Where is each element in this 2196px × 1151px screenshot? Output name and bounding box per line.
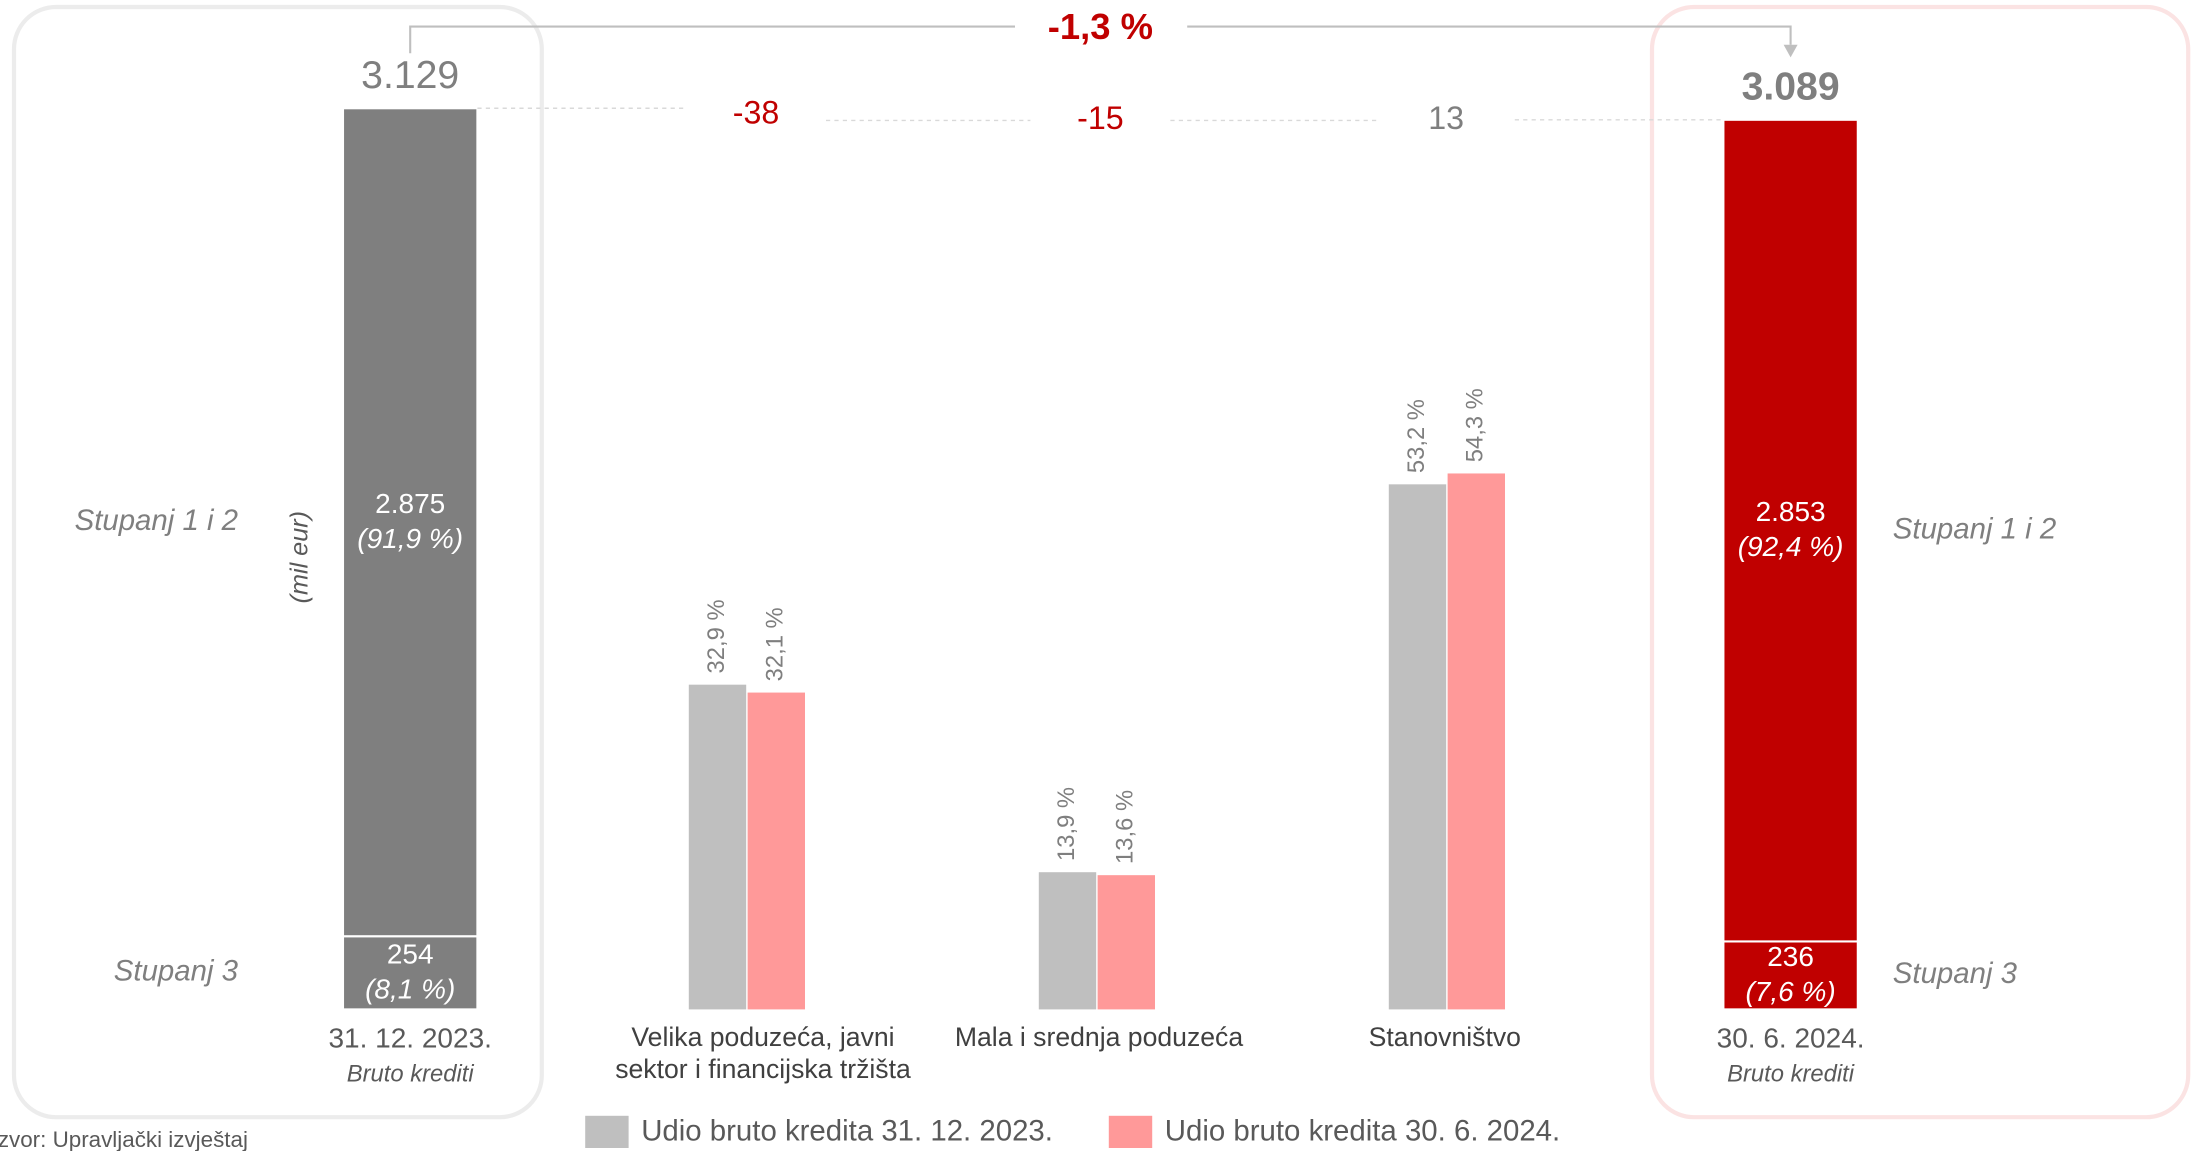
date-label: 31. 12. 2023. bbox=[328, 1023, 491, 1054]
category-label: Mala i srednja poduzeća bbox=[955, 1022, 1243, 1052]
stacked-segment bbox=[341, 935, 479, 1011]
stacked-segment bbox=[1722, 118, 1859, 943]
stacked-segment bbox=[341, 107, 479, 938]
legend-label: Udio bruto kredita 30. 6. 2024. bbox=[1165, 1114, 1560, 1147]
segment-share: (91,9 %) bbox=[357, 523, 463, 554]
change-label: -1,3 % bbox=[1048, 6, 1153, 47]
share-value-label: 13,6 % bbox=[1112, 790, 1139, 864]
bridge-delta: -38 bbox=[733, 94, 780, 130]
share-value-label: 53,2 % bbox=[1403, 399, 1430, 473]
bracket-left bbox=[409, 25, 1016, 54]
source: Izvor: Upravljački izvještaj bbox=[0, 1127, 248, 1151]
share-bar bbox=[1038, 872, 1097, 1010]
segment-share: (92,4 %) bbox=[1738, 531, 1844, 562]
segment-share: (8,1 %) bbox=[365, 973, 455, 1004]
segment-share: (7,6 %) bbox=[1745, 976, 1835, 1007]
total-label: 3.129 bbox=[361, 54, 459, 97]
share-bar bbox=[1447, 473, 1506, 1010]
legend-label: Udio bruto kredita 31. 12. 2023. bbox=[641, 1114, 1053, 1147]
legend-swatch bbox=[585, 1115, 629, 1149]
share-bar bbox=[747, 692, 806, 1010]
date-subtitle: Bruto krediti bbox=[1727, 1060, 1855, 1087]
bridge-delta: 13 bbox=[1428, 100, 1464, 136]
axis-label: (mil eur) bbox=[286, 511, 314, 603]
share-bar bbox=[688, 684, 747, 1010]
share-value-label: 32,1 % bbox=[762, 607, 789, 681]
segment-name: Stupanj 3 bbox=[114, 955, 239, 988]
right-frame bbox=[1649, 4, 2191, 1120]
bridge-delta: -15 bbox=[1077, 100, 1124, 136]
segment-value: 236 bbox=[1767, 941, 1814, 972]
segment-name: Stupanj 1 i 2 bbox=[75, 504, 238, 537]
category-label: Velika poduzeća, javni sektor i financijs… bbox=[615, 1022, 911, 1084]
share-bar bbox=[1097, 875, 1156, 1010]
legend-swatch bbox=[1108, 1115, 1153, 1149]
segment-value: 254 bbox=[387, 938, 434, 969]
left-frame bbox=[11, 4, 544, 1120]
share-value-label: 54,3 % bbox=[1462, 388, 1489, 462]
bracket-right bbox=[1187, 25, 1792, 45]
stacked-segment bbox=[1722, 940, 1859, 1011]
segment-name: Stupanj 1 i 2 bbox=[1893, 512, 2056, 545]
share-value-label: 13,9 % bbox=[1053, 787, 1080, 861]
segment-value: 2.853 bbox=[1756, 496, 1826, 527]
segment-name: Stupanj 3 bbox=[1893, 957, 2018, 990]
share-value-label: 32,9 % bbox=[703, 599, 730, 673]
total-label: 3.089 bbox=[1742, 65, 1840, 108]
share-bar bbox=[1388, 484, 1447, 1010]
bracket-arrow bbox=[1783, 44, 1798, 58]
date-label: 30. 6. 2024. bbox=[1717, 1023, 1865, 1054]
date-subtitle: Bruto krediti bbox=[347, 1060, 475, 1087]
segment-value: 2.875 bbox=[375, 488, 445, 519]
category-label: Stanovništvo bbox=[1369, 1022, 1521, 1052]
